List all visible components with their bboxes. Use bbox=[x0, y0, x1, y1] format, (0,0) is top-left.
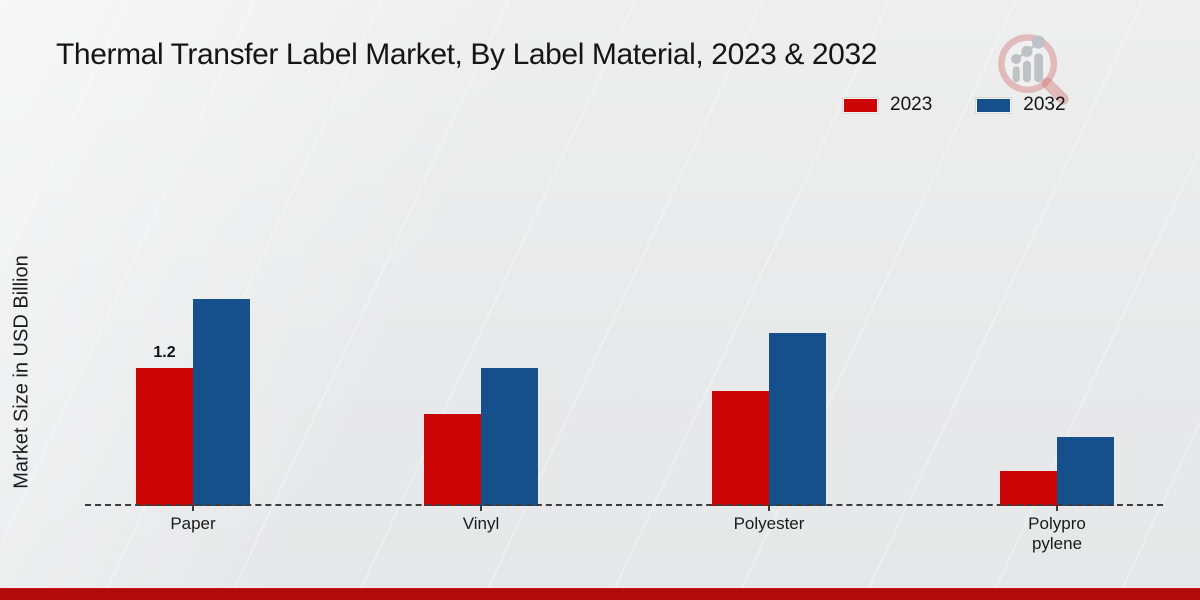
bar-2023-polypropylene bbox=[1000, 471, 1057, 506]
x-axis-tick-polypropylene bbox=[1056, 506, 1058, 511]
bar-2023-paper bbox=[136, 368, 193, 506]
x-axis-tick-polyester bbox=[768, 506, 770, 511]
x-axis-label-polyester: Polyester bbox=[733, 514, 805, 533]
x-axis-tick-paper bbox=[192, 506, 194, 511]
x-axis-label-paper: Paper bbox=[170, 514, 216, 533]
x-axis-baseline bbox=[85, 504, 1163, 506]
legend-label-2032: 2032 bbox=[1023, 94, 1066, 115]
magnifier-growth-chart-logo-icon bbox=[998, 34, 1069, 105]
bar-value-label-paper-2023: 1.2 bbox=[153, 344, 176, 361]
bar-2032-polypropylene bbox=[1057, 437, 1114, 506]
footer-accent-bar bbox=[0, 588, 1200, 600]
legend-swatch-2023 bbox=[843, 97, 878, 113]
x-axis-label-vinyl: Vinyl bbox=[462, 514, 500, 533]
legend: 2023 2032 bbox=[843, 94, 1066, 116]
x-axis-tick-vinyl bbox=[480, 506, 482, 511]
chart-title: Thermal Transfer Label Market, By Label … bbox=[56, 38, 878, 71]
legend-swatch-2032 bbox=[976, 97, 1012, 113]
bar-2023-vinyl bbox=[424, 414, 481, 506]
bar-2032-polyester bbox=[769, 333, 826, 506]
bar-2032-vinyl bbox=[481, 368, 538, 506]
legend-item-2023: 2023 bbox=[843, 94, 932, 116]
legend-label-2023: 2023 bbox=[890, 94, 933, 115]
bar-2032-paper bbox=[193, 299, 250, 506]
x-axis-label-polypropylene: Polypro pylene bbox=[1028, 514, 1086, 553]
legend-item-2032: 2032 bbox=[976, 94, 1066, 116]
bar-2023-polyester bbox=[712, 391, 769, 506]
